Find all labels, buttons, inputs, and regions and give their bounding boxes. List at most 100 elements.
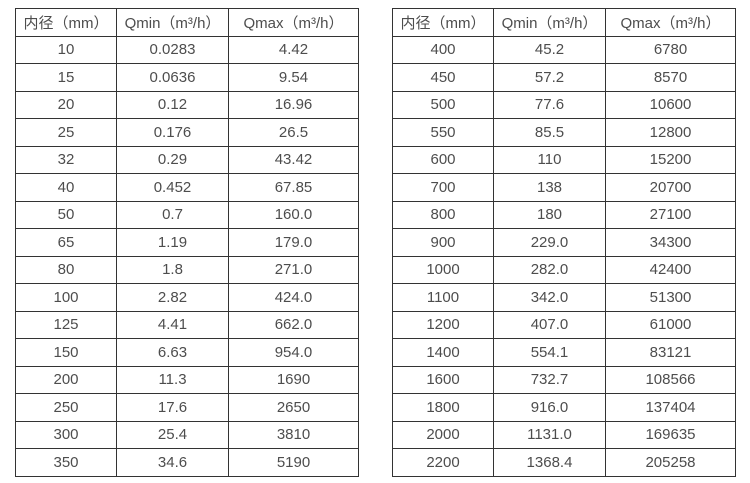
table-cell: 125 xyxy=(15,310,117,339)
table-cell: 0.12 xyxy=(116,90,229,119)
table-cell: 271.0 xyxy=(228,255,359,284)
table-row: 125 4.41 662.0 xyxy=(15,310,359,339)
flow-rate-table-right: 内径（mm） Qmin（m³/h） Qmax（m³/h） 400 45.2 6780 45… xyxy=(392,8,736,477)
table-cell: 0.452 xyxy=(116,173,229,202)
table-cell: 6.63 xyxy=(116,338,229,367)
table-cell: 800 xyxy=(392,200,494,229)
table-row: 200 11.3 1690 xyxy=(15,365,359,394)
table-cell: 65 xyxy=(15,228,117,257)
table-cell: 1000 xyxy=(392,255,494,284)
table-cell: 300 xyxy=(15,420,117,449)
table-cell: 25 xyxy=(15,118,117,147)
table-cell: 179.0 xyxy=(228,228,359,257)
table-cell: 180 xyxy=(493,200,606,229)
table-cell: 50 xyxy=(15,200,117,229)
table-cell: 1800 xyxy=(392,393,494,422)
table-cell: 40 xyxy=(15,173,117,202)
table-row: 800 180 27100 xyxy=(392,200,736,229)
table-cell: 16.96 xyxy=(228,90,359,119)
table-row: 15 0.0636 9.54 xyxy=(15,63,359,92)
table-row: 1200 407.0 61000 xyxy=(392,310,736,339)
table-cell: 1600 xyxy=(392,365,494,394)
header-cell: Qmin（m³/h） xyxy=(493,8,606,37)
table-cell: 407.0 xyxy=(493,310,606,339)
table-cell: 15200 xyxy=(605,145,736,174)
table-row: 2200 1368.4 205258 xyxy=(392,448,736,477)
table-cell: 450 xyxy=(392,63,494,92)
table-row: 450 57.2 8570 xyxy=(392,63,736,92)
table-cell: 100 xyxy=(15,283,117,312)
table-row: 600 110 15200 xyxy=(392,145,736,174)
table-cell: 250 xyxy=(15,393,117,422)
table-cell: 342.0 xyxy=(493,283,606,312)
table-cell: 0.0283 xyxy=(116,35,229,64)
table-cell: 80 xyxy=(15,255,117,284)
table-cell: 27100 xyxy=(605,200,736,229)
table-cell: 0.0636 xyxy=(116,63,229,92)
flow-rate-table-left: 内径（mm） Qmin（m³/h） Qmax（m³/h） 10 0.0283 4.42 1… xyxy=(15,8,359,477)
table-cell: 12800 xyxy=(605,118,736,147)
table-cell: 1.8 xyxy=(116,255,229,284)
table-cell: 108566 xyxy=(605,365,736,394)
table-cell: 1.19 xyxy=(116,228,229,257)
table-cell: 67.85 xyxy=(228,173,359,202)
table-cell: 0.176 xyxy=(116,118,229,147)
table-row: 550 85.5 12800 xyxy=(392,118,736,147)
table-cell: 43.42 xyxy=(228,145,359,174)
table-cell: 20700 xyxy=(605,173,736,202)
table-row: 700 138 20700 xyxy=(392,173,736,202)
table-cell: 83121 xyxy=(605,338,736,367)
table-cell: 662.0 xyxy=(228,310,359,339)
table-row: 150 6.63 954.0 xyxy=(15,338,359,367)
table-row: 300 25.4 3810 xyxy=(15,420,359,449)
table-cell: 554.1 xyxy=(493,338,606,367)
table-header-row: 内径（mm） Qmin（m³/h） Qmax（m³/h） xyxy=(392,8,736,37)
header-cell: Qmin（m³/h） xyxy=(116,8,229,37)
header-row: 内径（mm） Qmin（m³/h） Qmax（m³/h） xyxy=(392,8,736,37)
table-cell: 3810 xyxy=(228,420,359,449)
table-cell: 200 xyxy=(15,365,117,394)
flow-rate-tables: 内径（mm） Qmin（m³/h） Qmax（m³/h） 10 0.0283 4.42 1… xyxy=(15,8,750,477)
table-cell: 34.6 xyxy=(116,448,229,477)
table-row: 350 34.6 5190 xyxy=(15,448,359,477)
table-cell: 350 xyxy=(15,448,117,477)
header-cell: Qmax（m³/h） xyxy=(605,8,736,37)
table-cell: 1131.0 xyxy=(493,420,606,449)
table-row: 32 0.29 43.42 xyxy=(15,145,359,174)
table-cell: 282.0 xyxy=(493,255,606,284)
table-row: 250 17.6 2650 xyxy=(15,393,359,422)
table-cell: 169635 xyxy=(605,420,736,449)
header-cell: 内径（mm） xyxy=(392,8,494,37)
table-cell: 138 xyxy=(493,173,606,202)
table-cell: 229.0 xyxy=(493,228,606,257)
table-cell: 550 xyxy=(392,118,494,147)
table-row: 400 45.2 6780 xyxy=(392,35,736,64)
table-row: 1000 282.0 42400 xyxy=(392,255,736,284)
table-cell: 2000 xyxy=(392,420,494,449)
table-cell: 150 xyxy=(15,338,117,367)
table-cell: 5190 xyxy=(228,448,359,477)
header-cell: Qmax（m³/h） xyxy=(228,8,359,37)
table-cell: 57.2 xyxy=(493,63,606,92)
table-cell: 205258 xyxy=(605,448,736,477)
table-cell: 4.42 xyxy=(228,35,359,64)
table-cell: 137404 xyxy=(605,393,736,422)
table-cell: 954.0 xyxy=(228,338,359,367)
table-row: 900 229.0 34300 xyxy=(392,228,736,257)
table-cell: 2650 xyxy=(228,393,359,422)
table-row: 500 77.6 10600 xyxy=(392,90,736,119)
table-cell: 600 xyxy=(392,145,494,174)
table-row: 10 0.0283 4.42 xyxy=(15,35,359,64)
table-cell: 8570 xyxy=(605,63,736,92)
table-row: 1100 342.0 51300 xyxy=(392,283,736,312)
table-cell: 77.6 xyxy=(493,90,606,119)
table-cell: 85.5 xyxy=(493,118,606,147)
table-cell: 20 xyxy=(15,90,117,119)
table-cell: 700 xyxy=(392,173,494,202)
table-cell: 61000 xyxy=(605,310,736,339)
table-cell: 32 xyxy=(15,145,117,174)
table-cell: 1100 xyxy=(392,283,494,312)
table-cell: 11.3 xyxy=(116,365,229,394)
table-cell: 17.6 xyxy=(116,393,229,422)
header-cell: 内径（mm） xyxy=(15,8,117,37)
